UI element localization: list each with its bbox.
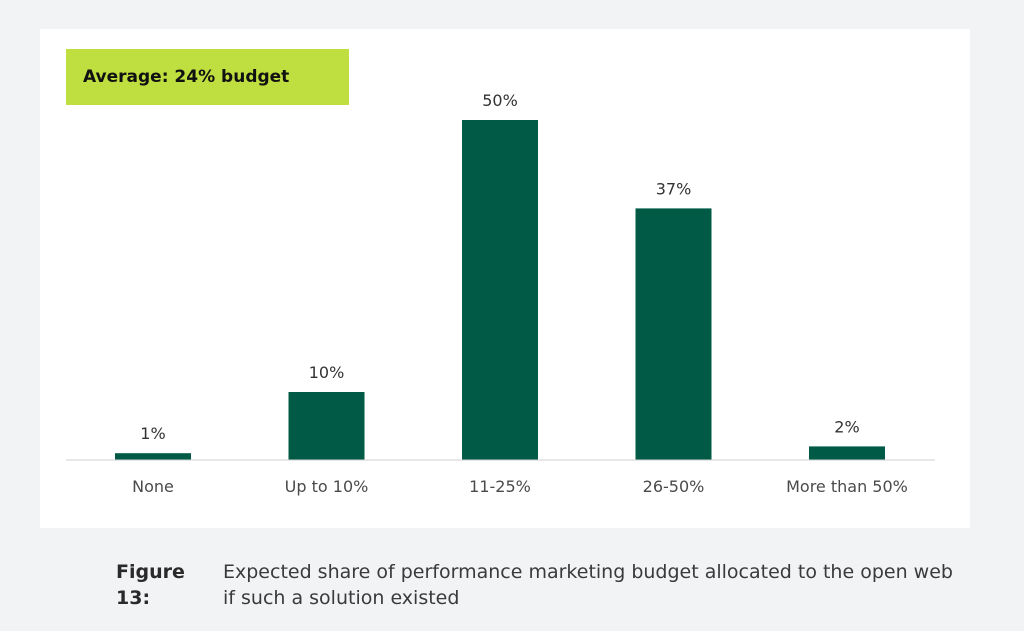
bar-value-label-1: 10% (309, 363, 345, 382)
bar-2 (462, 120, 538, 460)
bar-value-label-3: 37% (656, 179, 692, 198)
bar-value-label-2: 50% (482, 91, 518, 110)
category-label-1: Up to 10% (285, 477, 369, 496)
bar-1 (288, 392, 365, 460)
category-label-2: 11-25% (469, 477, 531, 496)
bar-value-label-4: 2% (834, 417, 859, 436)
category-label-3: 26-50% (643, 477, 705, 496)
bars-layer (115, 120, 885, 460)
bar-4 (809, 446, 885, 460)
figure-caption-text: Expected share of performance marketing … (223, 561, 953, 609)
average-badge: Average: 24% budget (66, 49, 349, 105)
category-label-0: None (132, 477, 174, 496)
labels-layer: 1% None 10% Up to 10% 50% 11-25% 37% 26-50% 2% Mo… (132, 91, 908, 496)
bar-value-label-0: 1% (140, 424, 165, 443)
figure-caption: Figure 13: Expected share of performance… (116, 559, 956, 611)
category-label-4: More than 50% (786, 477, 908, 496)
bar-3 (635, 208, 712, 460)
figure-caption-label: Figure 13: (116, 561, 185, 609)
bar-0 (115, 453, 191, 460)
